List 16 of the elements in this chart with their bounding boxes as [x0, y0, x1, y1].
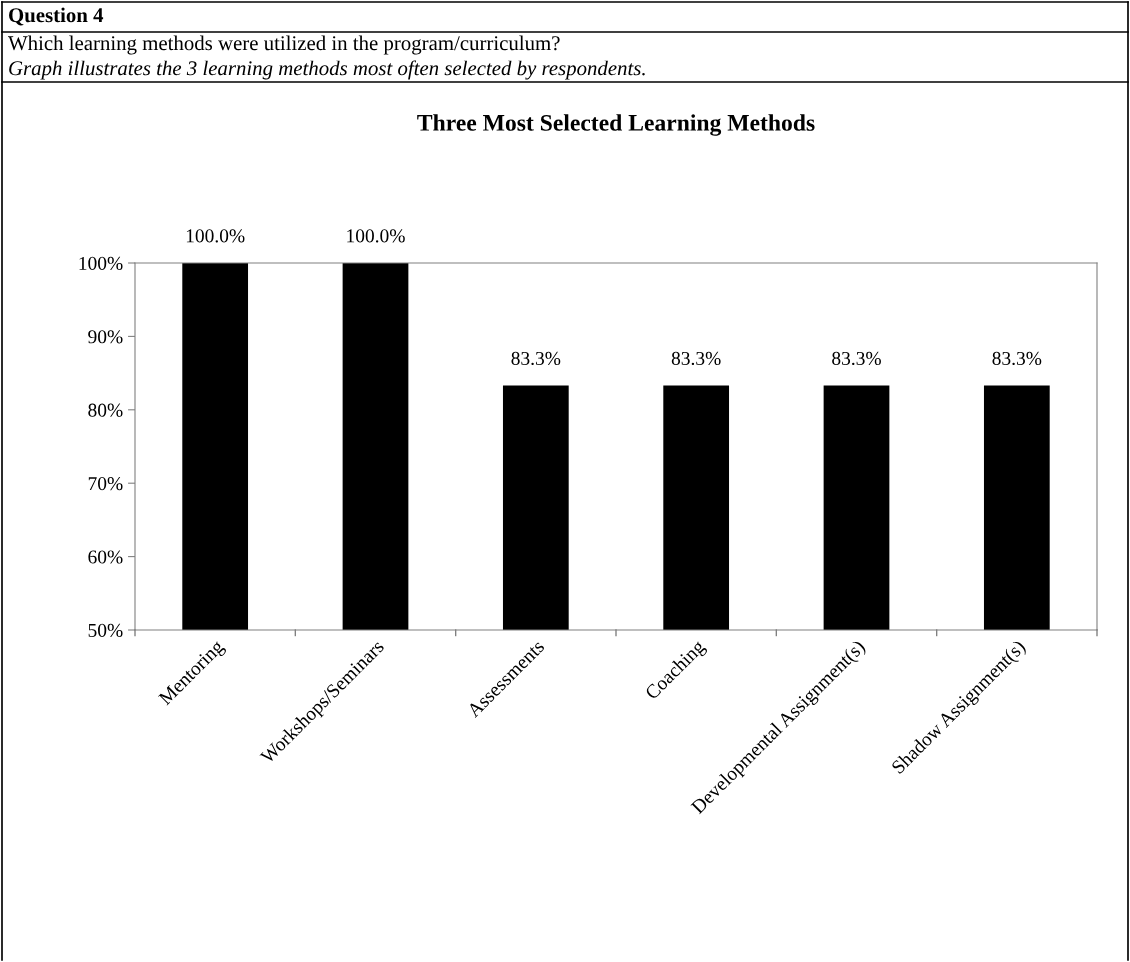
- y-tick-label: 50%: [88, 623, 123, 637]
- data-label: 100.0%: [186, 229, 245, 243]
- data-label: 100.0%: [347, 229, 405, 243]
- data-label: 83.3%: [511, 351, 561, 366]
- y-tick-label: 60%: [88, 550, 123, 564]
- y-tick-label: 100%: [79, 256, 123, 270]
- text: Which learning methods were utilized in the program/curriculum?: [8, 35, 560, 55]
- chart-title: Three Most Selected Learning Methods: [417, 114, 815, 136]
- text: Question 4: [9, 7, 104, 26]
- text: Graph illustrates the 3 learning methods most often selected by respondents.: [9, 60, 645, 80]
- y-tick-label: 70%: [88, 477, 123, 491]
- data-label: 83.3%: [671, 351, 721, 366]
- data-label: 83.3%: [992, 351, 1042, 366]
- y-tick-label: 80%: [88, 403, 123, 417]
- data-label: 83.3%: [832, 351, 881, 366]
- y-tick-label: 90%: [88, 330, 123, 344]
